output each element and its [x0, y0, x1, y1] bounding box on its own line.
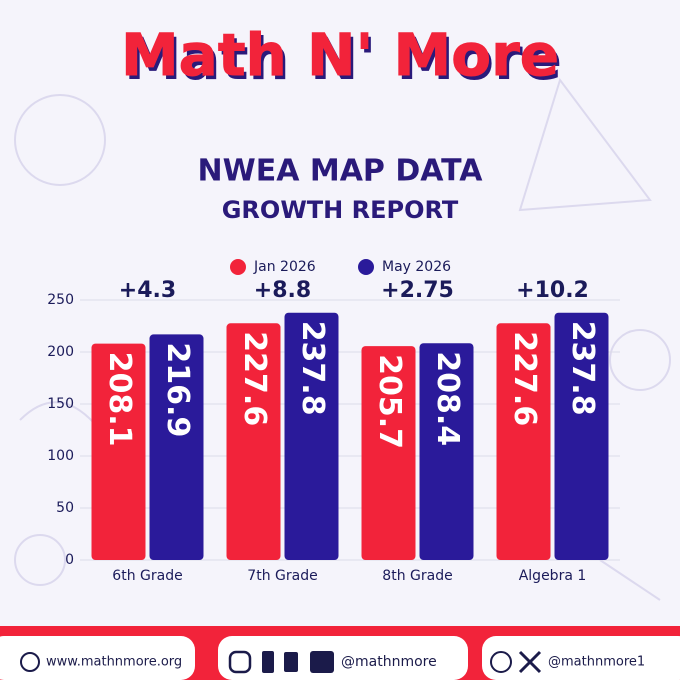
data-label: 208.1: [102, 352, 137, 447]
brand-shadow: Math N' More: [124, 25, 562, 93]
y-tick-label: 150: [47, 396, 74, 412]
y-tick-label: 250: [47, 292, 74, 308]
legend-swatch: [230, 259, 246, 275]
brand: Math N' More: [121, 21, 559, 89]
legend-label: Jan 2026: [253, 259, 316, 275]
bar: [91, 343, 146, 560]
footer-pill: [0, 636, 195, 680]
x-tick-label: 8th Grade: [382, 568, 452, 584]
data-label: 208.4: [430, 351, 465, 446]
bar: [284, 312, 339, 560]
annotation: +4.3: [119, 278, 176, 303]
y-tick-label: 200: [47, 344, 74, 360]
data-label: 237.8: [295, 321, 330, 416]
plot: 0 50 100 150 200 250 Jan 2026 May 2026 6th Grade…: [47, 259, 620, 584]
x-tick-label: Algebra 1: [519, 568, 587, 584]
globe-icon: [20, 652, 40, 672]
annotation: +2.75: [381, 278, 454, 303]
bar: [554, 312, 609, 560]
doodles: [14, 77, 671, 601]
bar: [361, 346, 416, 560]
legend-swatch: [358, 259, 374, 275]
legend-label: May 2026: [382, 259, 451, 275]
bar: [149, 334, 204, 560]
data-label: 205.7: [372, 354, 407, 449]
bar: [419, 343, 474, 560]
footer-pill: [218, 636, 468, 680]
data-label: 216.9: [160, 342, 195, 437]
y-tick-label: 50: [56, 500, 74, 516]
data-label: 227.6: [237, 331, 272, 426]
chart-title: NWEA MAP DATA: [198, 154, 484, 189]
x-tick-label: 6th Grade: [112, 568, 182, 584]
bar: [496, 323, 551, 560]
annotation: +10.2: [516, 278, 589, 303]
y-tick-label: 100: [47, 448, 74, 464]
y-tick-label: 0: [65, 552, 74, 568]
pinterest-icon: [490, 651, 512, 673]
data-label: 237.8: [565, 321, 600, 416]
social-handle-2[interactable]: @mathnmore1: [548, 655, 645, 670]
footer-pill: [482, 636, 680, 680]
bar: [226, 323, 281, 560]
website[interactable]: www.mathnmore.org: [46, 655, 182, 670]
x-icon: [518, 650, 542, 674]
annotation: +8.8: [254, 278, 311, 303]
data-label: 227.6: [507, 331, 542, 426]
chart-subtitle: GROWTH REPORT: [222, 196, 459, 224]
social-handle[interactable]: @mathnmore: [341, 654, 437, 670]
x-tick-label: 7th Grade: [247, 568, 317, 584]
social-icons: [228, 650, 334, 674]
